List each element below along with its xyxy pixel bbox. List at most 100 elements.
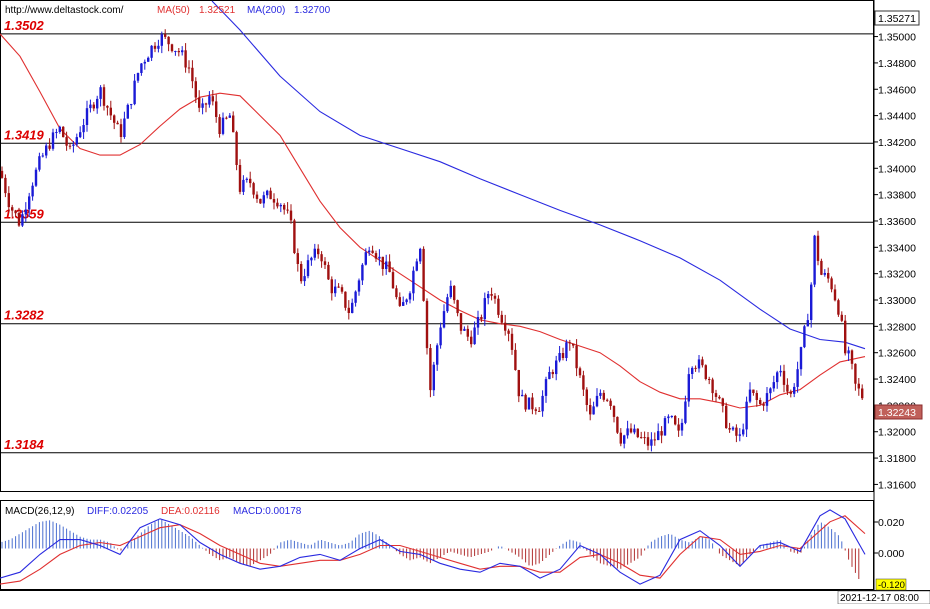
candle-body: [361, 264, 364, 281]
candle-body: [500, 314, 503, 323]
candle-body: [116, 122, 119, 125]
candle-body: [153, 45, 157, 49]
candle-body: [708, 379, 711, 380]
candle-body: [34, 169, 38, 186]
macd-diff-readout: DIFF:0.02205: [87, 506, 149, 517]
candle-body: [208, 96, 211, 105]
price-axis: 1.35000 1.34800 1.34600 1.34400 1.34200 1.340…: [874, 32, 916, 491]
candle-body: [266, 190, 269, 196]
candle-body: [840, 314, 843, 321]
candle-body: [762, 404, 765, 406]
level-label: 1.3502: [4, 18, 45, 33]
candle-body: [262, 195, 265, 204]
candle-body: [507, 330, 510, 334]
candle-body: [21, 214, 24, 226]
candle-body: [106, 105, 109, 108]
candle-body: [317, 248, 320, 255]
candle-body: [436, 345, 439, 365]
level-label: 1.3359: [4, 206, 45, 221]
candle-body: [242, 179, 245, 192]
top-price-text: 1.35271: [878, 13, 916, 25]
candle-body: [830, 278, 833, 290]
candle-body: [561, 353, 565, 358]
candle-body: [391, 272, 395, 289]
macd-diff-line: [0, 509, 866, 585]
candle-body: [385, 261, 388, 269]
candle-body: [504, 322, 507, 331]
candle-body: [245, 178, 248, 180]
candle-body: [646, 437, 650, 446]
candle-body: [568, 342, 571, 344]
candle-body: [96, 98, 99, 109]
candle-body: [136, 73, 140, 81]
candle-body: [711, 379, 714, 394]
candle-body: [371, 250, 374, 254]
candle-body: [538, 410, 541, 412]
candle-body: [595, 395, 599, 407]
candle-body: [150, 45, 153, 58]
macd-value-box-text: -0.120: [878, 580, 905, 591]
candle-body: [130, 104, 133, 106]
candle-body: [419, 248, 422, 262]
candle-body: [697, 359, 701, 369]
candle-body: [850, 350, 854, 364]
candle-body: [810, 284, 813, 320]
candle-body: [334, 286, 337, 294]
candle-body: [398, 297, 401, 306]
candle-body: [823, 273, 826, 275]
candle-body: [521, 394, 524, 397]
candle-body: [405, 299, 408, 303]
candle-body: [337, 286, 340, 288]
candle-body: [555, 360, 558, 375]
candle-body: [218, 117, 221, 134]
candle-body: [558, 353, 561, 361]
candle-body: [483, 298, 486, 320]
price-tick-label: 1.31800: [878, 453, 916, 465]
candle-body: [221, 117, 225, 134]
price-tick-label: 1.32600: [878, 348, 916, 360]
macd-dea-line: [0, 515, 866, 585]
price-tick-label: 1.34600: [878, 84, 916, 96]
candle-body: [650, 439, 653, 446]
candle-body: [133, 80, 136, 105]
candle-body: [232, 115, 235, 133]
candle-body: [449, 285, 452, 298]
candle-body: [85, 108, 89, 125]
price-panel-frame: [0, 0, 874, 492]
price-tick-label: 1.32800: [878, 321, 916, 333]
candle-body: [582, 375, 585, 390]
candle-body: [422, 248, 425, 301]
candle-body: [701, 359, 704, 366]
candle-body: [633, 428, 636, 433]
level-label: 1.3184: [4, 437, 45, 452]
candle-body: [640, 437, 643, 439]
candle-body: [755, 393, 758, 400]
candle-body: [847, 350, 850, 354]
macd-title: MACD(26,12,9): [5, 506, 74, 517]
price-tick-label: 1.33000: [878, 295, 916, 307]
candle-body: [725, 405, 728, 428]
candle-body: [677, 424, 680, 431]
candle-body: [541, 395, 544, 412]
current-price-text: 1.32243: [878, 407, 916, 419]
candle-body: [211, 96, 214, 102]
candle-body: [191, 67, 194, 82]
candle-body: [204, 103, 208, 105]
candle-body: [772, 382, 775, 389]
candle-body: [225, 117, 228, 119]
candle-body: [806, 320, 809, 327]
candle-body: [745, 401, 748, 430]
candle-body: [429, 348, 432, 391]
top-price-box: [874, 10, 920, 26]
candle-body: [459, 313, 463, 331]
candle-body: [340, 287, 344, 292]
candle-body: [89, 104, 92, 109]
candle-body: [269, 190, 272, 200]
candle-body: [752, 389, 755, 393]
candle-body: [0, 170, 4, 178]
candle-body: [578, 368, 582, 376]
candle-body: [793, 386, 796, 394]
candle-body: [92, 104, 95, 109]
candle-body: [181, 50, 184, 53]
candle-body: [599, 392, 602, 396]
